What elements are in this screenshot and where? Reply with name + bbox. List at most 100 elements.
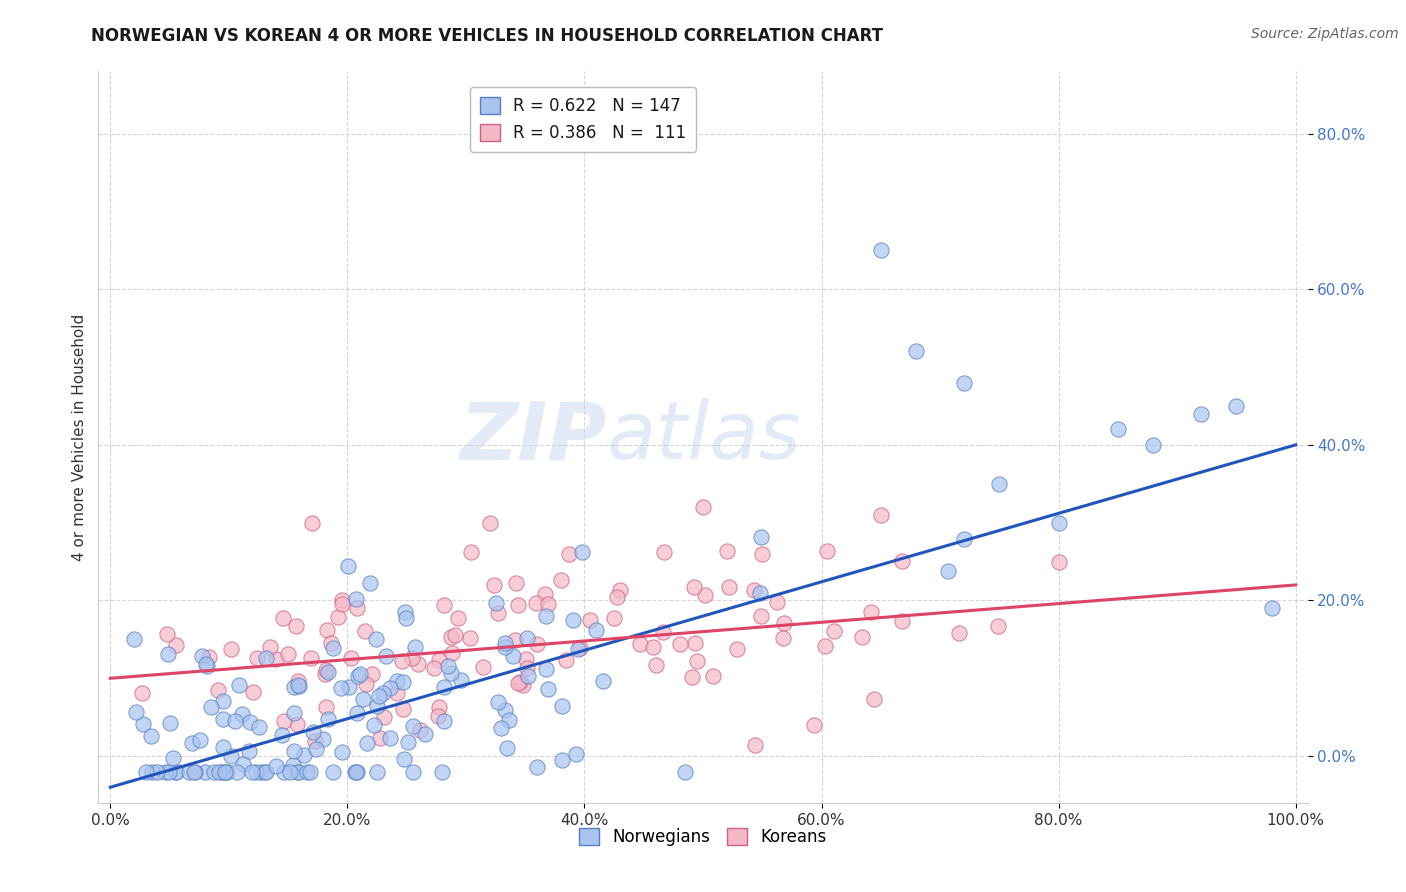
- Point: [952, 376, 974, 390]
- Point: [603, 610, 626, 624]
- Point: [489, 721, 512, 735]
- Point: [751, 530, 773, 544]
- Point: [366, 764, 388, 779]
- Point: [427, 709, 450, 723]
- Point: [349, 667, 371, 681]
- Point: [440, 647, 463, 661]
- Point: [298, 764, 321, 779]
- Point: [494, 640, 516, 655]
- Point: [242, 685, 264, 699]
- Point: [685, 654, 707, 668]
- Point: [557, 548, 579, 562]
- Point: [194, 764, 217, 779]
- Point: [772, 631, 794, 645]
- Text: NORWEGIAN VS KOREAN 4 OR MORE VEHICLES IN HOUSEHOLD CORRELATION CHART: NORWEGIAN VS KOREAN 4 OR MORE VEHICLES I…: [91, 27, 883, 45]
- Point: [315, 624, 337, 638]
- Point: [433, 681, 456, 695]
- Point: [124, 632, 146, 646]
- Point: [337, 559, 360, 574]
- Point: [195, 657, 218, 672]
- Point: [565, 747, 588, 761]
- Point: [316, 712, 339, 726]
- Point: [211, 693, 233, 707]
- Point: [157, 647, 180, 661]
- Point: [585, 623, 607, 637]
- Point: [609, 582, 631, 597]
- Point: [353, 624, 375, 638]
- Point: [571, 545, 593, 559]
- Point: [392, 752, 415, 766]
- Point: [391, 702, 413, 716]
- Point: [346, 764, 368, 779]
- Point: [283, 680, 305, 694]
- Point: [862, 691, 884, 706]
- Point: [402, 764, 425, 779]
- Point: [502, 649, 524, 664]
- Point: [606, 591, 628, 605]
- Point: [395, 611, 418, 625]
- Point: [380, 731, 402, 746]
- Point: [498, 713, 520, 727]
- Point: [692, 500, 714, 515]
- Point: [478, 516, 501, 530]
- Point: [363, 717, 385, 731]
- Point: [207, 764, 229, 779]
- Point: [195, 659, 218, 673]
- Point: [433, 714, 456, 728]
- Point: [494, 636, 516, 650]
- Point: [385, 674, 408, 689]
- Point: [1107, 422, 1129, 436]
- Point: [332, 745, 354, 759]
- Point: [1142, 438, 1164, 452]
- Point: [202, 764, 225, 779]
- Point: [224, 714, 246, 729]
- Point: [319, 636, 342, 650]
- Point: [246, 650, 269, 665]
- Point: [526, 637, 548, 651]
- Point: [281, 758, 304, 772]
- Point: [361, 666, 384, 681]
- Point: [526, 760, 548, 774]
- Point: [693, 588, 716, 602]
- Point: [702, 668, 724, 682]
- Point: [652, 545, 675, 559]
- Point: [299, 651, 322, 665]
- Point: [231, 706, 253, 721]
- Point: [181, 736, 204, 750]
- Point: [352, 691, 374, 706]
- Point: [536, 681, 558, 696]
- Point: [716, 543, 738, 558]
- Point: [450, 673, 472, 687]
- Point: [332, 597, 354, 611]
- Point: [561, 613, 583, 627]
- Point: [551, 698, 574, 713]
- Point: [212, 712, 235, 726]
- Point: [238, 744, 260, 758]
- Point: [287, 764, 309, 779]
- Point: [437, 659, 460, 673]
- Point: [314, 667, 336, 681]
- Point: [506, 598, 529, 612]
- Point: [496, 740, 519, 755]
- Point: [766, 595, 789, 609]
- Text: atlas: atlas: [606, 398, 801, 476]
- Point: [264, 652, 287, 666]
- Point: [851, 630, 873, 644]
- Point: [460, 545, 482, 559]
- Point: [725, 641, 748, 656]
- Point: [652, 625, 675, 640]
- Point: [486, 695, 509, 709]
- Point: [751, 547, 773, 561]
- Point: [131, 686, 153, 700]
- Point: [508, 676, 530, 690]
- Point: [242, 764, 264, 779]
- Point: [1047, 516, 1070, 530]
- Point: [406, 657, 429, 671]
- Point: [165, 764, 187, 779]
- Point: [773, 615, 796, 630]
- Point: [207, 683, 229, 698]
- Point: [681, 670, 703, 684]
- Point: [159, 715, 181, 730]
- Point: [628, 637, 651, 651]
- Point: [423, 660, 446, 674]
